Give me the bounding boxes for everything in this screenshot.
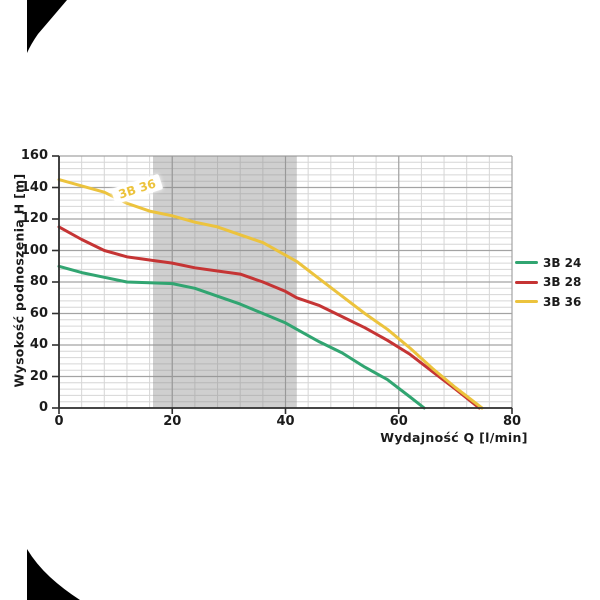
y-tick-label: 100 [20, 242, 48, 258]
legend-label: 3B 24 [543, 255, 582, 270]
legend-line-swatch [515, 261, 538, 265]
y-tick-label: 80 [29, 274, 48, 289]
y-tick-label: 120 [20, 211, 48, 226]
legend-item: 3B 24 [515, 253, 581, 273]
legend-line-swatch [515, 280, 538, 284]
legend-label: 3B 28 [543, 275, 582, 290]
legend-line-swatch [515, 300, 538, 304]
legend-item: 3B 28 [515, 273, 581, 293]
x-tick-label: 60 [389, 414, 408, 429]
legend-label: 3B 36 [543, 294, 582, 309]
y-tick-label: 160 [20, 148, 48, 163]
curve-3b-24 [57, 264, 426, 410]
y-tick-label: 140 [20, 179, 48, 195]
legend-item: 3B 36 [515, 292, 581, 312]
y-tick-label: 20 [29, 368, 48, 384]
x-tick-label: 80 [502, 414, 522, 429]
x-tick-label: 0 [54, 414, 64, 429]
legend: 3B 24 3B 28 3B 36 [515, 253, 581, 312]
curve-3b-36 [57, 178, 484, 410]
y-tick-label: 40 [29, 337, 48, 352]
y-tick-label: 60 [29, 305, 48, 321]
operating-range-band [152, 156, 297, 408]
x-tick-label: 40 [276, 414, 295, 429]
curve-3b-28 [57, 225, 481, 410]
y-axis-title: Wysokość podnoszenia H [m] [11, 173, 27, 388]
x-axis-title: Wydajność Q [l/min] [380, 430, 528, 445]
y-tick-label: 0 [38, 400, 48, 415]
x-tick-label: 20 [163, 414, 182, 429]
